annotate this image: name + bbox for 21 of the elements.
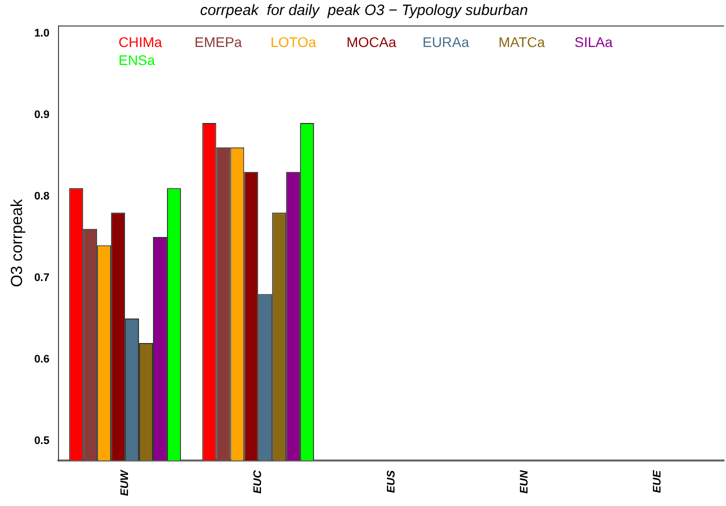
text: ENSa [118,52,156,68]
text: MOCAa [346,34,398,50]
text: SILAa [574,34,614,50]
text: CHIMa [118,34,164,50]
y-tick-label: 0.5 [34,434,50,447]
y-tick-label: 0.8 [34,190,50,202]
x-tick-label: EUE [651,470,664,493]
chart-title: corrpeak for daily peak O3 − Typology suburban [200,2,528,20]
y-axis-title: O3 corrpeak [9,198,26,288]
x-tick-label: EUN [518,469,530,494]
text: EURAa [422,34,470,50]
x-tick-label: EUC [252,469,264,494]
text: MATCa [498,34,546,50]
x-tick-label: EUW [119,468,132,496]
y-tick-label: 0.7 [34,272,50,284]
y-tick-label: 0.9 [34,108,50,121]
text: EMEPa [194,34,243,50]
text: LOTOa [270,34,318,50]
x-tick-label: EUS [385,470,398,493]
y-tick-label: 1.0 [34,27,50,40]
y-tick-label: 0.6 [34,353,50,366]
